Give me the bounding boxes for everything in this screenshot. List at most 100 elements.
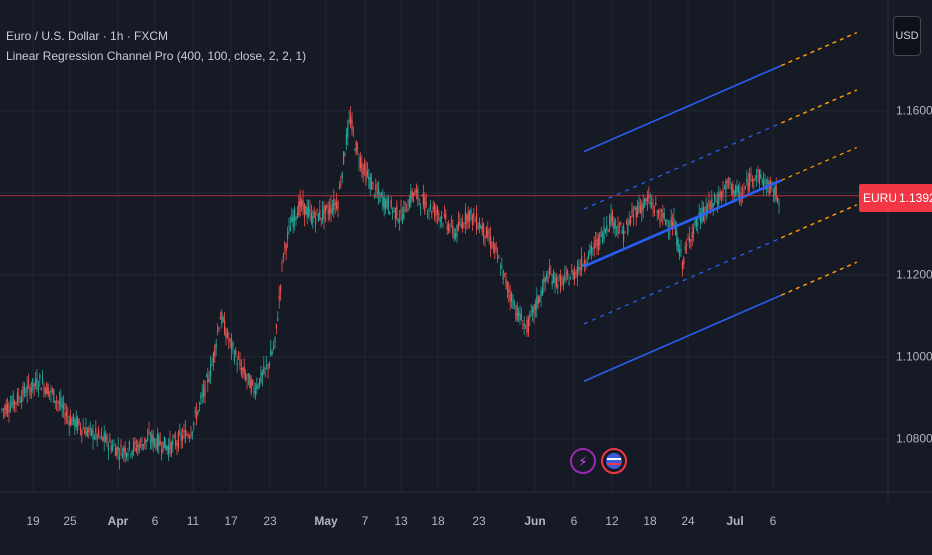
candle-body [149, 441, 151, 443]
candle-body [434, 205, 436, 217]
candle-body [229, 338, 231, 341]
candle-body [198, 403, 200, 405]
candle-body [212, 352, 214, 363]
candle-body [693, 228, 695, 234]
candle-body [365, 168, 367, 182]
candle-body [466, 214, 468, 224]
candle-body [618, 231, 620, 233]
candle-body [99, 436, 101, 438]
candle-body [303, 203, 305, 217]
candle-body [392, 210, 394, 214]
candle-body [138, 445, 140, 452]
candle-body [404, 201, 406, 204]
candle-body [609, 215, 611, 227]
candle-body [420, 207, 422, 209]
price-tick-label: 1.12000 [896, 268, 932, 282]
candle-body [312, 215, 314, 224]
candle-body [320, 217, 322, 220]
candle-body [515, 313, 517, 316]
candle-body [53, 389, 55, 403]
candle-body [397, 219, 399, 222]
candle-body [236, 362, 238, 366]
candle-body [182, 436, 184, 441]
candle-body [23, 386, 25, 394]
candle-body [166, 446, 168, 450]
candle-body [326, 205, 328, 208]
candle-body [340, 184, 342, 186]
candle-body [697, 223, 699, 226]
regression-center-line-projection [780, 146, 858, 181]
candle-body [687, 239, 689, 241]
candle-body [651, 202, 653, 205]
candle-body [249, 374, 251, 388]
time-axis[interactable]: 19 25 Apr 6 11 17 23 May 7 13 18 23 Jun 6 12 18 24 Jul 6 [26, 514, 776, 528]
candle-body [536, 296, 538, 310]
candle-body [726, 180, 728, 184]
candle-body [427, 213, 429, 214]
candle-body [93, 437, 95, 439]
candle-body [665, 219, 667, 225]
candle-body [757, 169, 759, 173]
candle-body [44, 389, 46, 394]
candle-body [316, 209, 318, 212]
candle-body [191, 431, 193, 434]
candle-body [243, 366, 245, 376]
candle-body [252, 379, 254, 384]
candle-body [718, 193, 720, 205]
candle-body [568, 282, 570, 285]
candle-body [128, 441, 130, 449]
candle-body [721, 192, 723, 199]
symbol-title[interactable]: Euro / U.S. Dollar · 1h · FXCM [6, 29, 169, 43]
candle-body [119, 456, 121, 460]
time-tick-label: 19 [26, 514, 40, 528]
candle-body [674, 224, 676, 235]
currency-button[interactable]: USD [893, 16, 921, 56]
candle-body [406, 211, 408, 213]
candle-body [660, 209, 662, 212]
candle-body [456, 225, 458, 238]
candle-body [439, 217, 441, 222]
candle-body [614, 219, 616, 229]
candle-body [511, 292, 513, 302]
candle-body [520, 313, 522, 321]
candle-body [362, 168, 364, 175]
candle-body [78, 418, 80, 425]
candle-body [12, 394, 14, 409]
candle-body [266, 365, 268, 367]
candle-body [324, 205, 326, 214]
candle-body [65, 411, 67, 416]
candle-body [408, 199, 410, 207]
candle-body [54, 400, 56, 403]
candle-body [774, 185, 776, 196]
candle-body [400, 209, 402, 214]
candle-body [352, 130, 354, 133]
candle-body [291, 214, 293, 223]
candle-body [656, 210, 658, 213]
candle-body [659, 217, 661, 224]
candle-body [649, 202, 651, 206]
candle-body [375, 184, 377, 191]
candle-body [145, 439, 147, 442]
candle-body [247, 373, 249, 377]
indicator-title[interactable]: Linear Regression Channel Pro (400, 100,… [6, 49, 307, 63]
candle-body [161, 449, 163, 452]
candle-body [287, 232, 289, 239]
candle-body [225, 333, 227, 339]
candle-body [348, 120, 350, 123]
candle-body [498, 257, 500, 259]
events[interactable]: ⚡ [570, 448, 627, 474]
candle-body [464, 210, 466, 224]
candle-body [232, 342, 234, 347]
us-flag-event-icon[interactable] [601, 448, 627, 474]
candle-body [716, 201, 718, 205]
candle-body [525, 324, 527, 326]
candle-body [270, 350, 272, 357]
candle-body [446, 224, 448, 230]
candle-body [495, 247, 497, 249]
candle-body [235, 350, 237, 356]
candle-body [603, 226, 605, 240]
candle-body [551, 280, 553, 286]
lightning-event-icon[interactable]: ⚡ [570, 448, 596, 474]
